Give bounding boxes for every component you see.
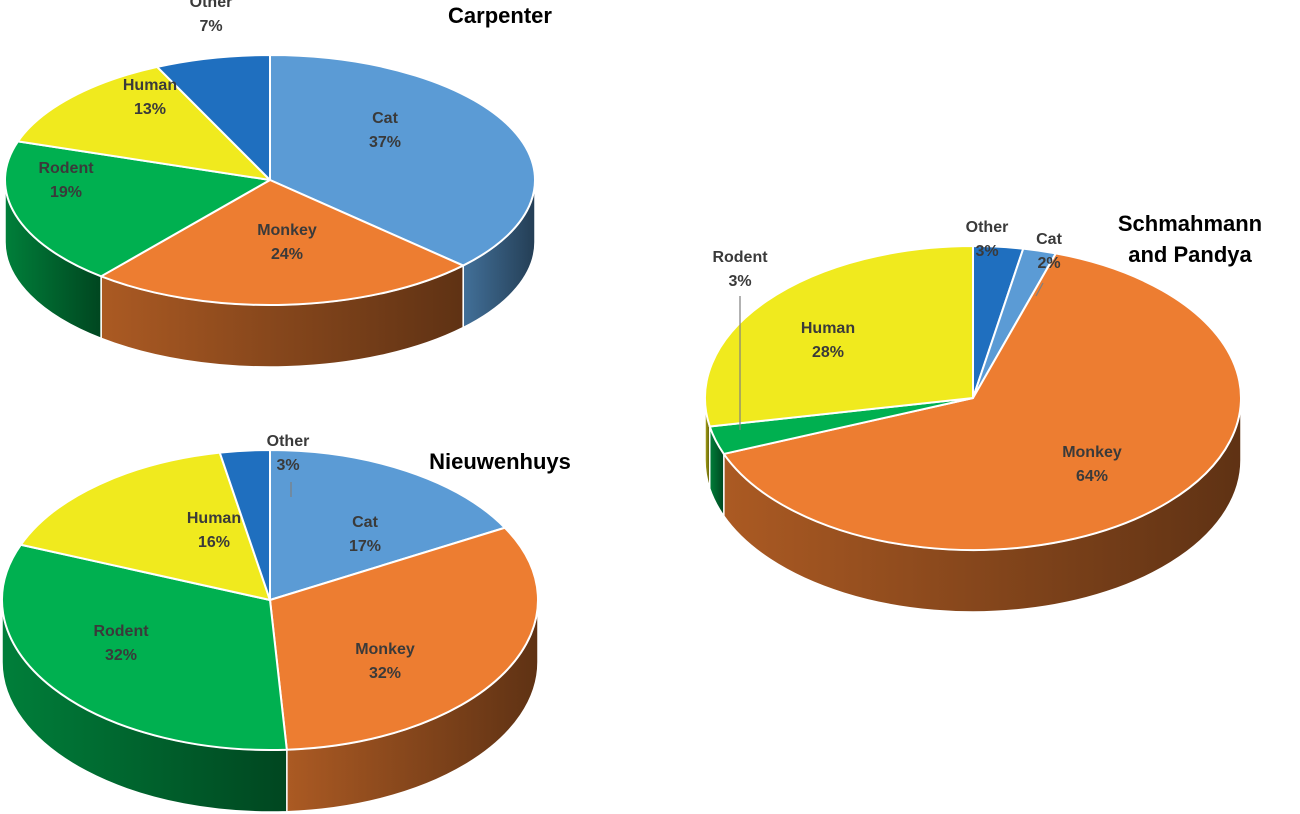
data-label-category: Other xyxy=(190,0,233,11)
schmahmann-pandya-pie-chart: Cat 2% Monkey 64% Rodent 3% Human 28% Other 3% xyxy=(704,219,1242,613)
slice-human xyxy=(16,65,271,181)
data-label-percent: 32% xyxy=(369,665,401,682)
slice-monkey xyxy=(269,526,539,751)
data-label-percent: 13% xyxy=(134,101,166,118)
data-label-percent: 24% xyxy=(271,246,303,263)
data-labels: Cat 17% Monkey 32% Rodent 32% Human 16% Other 3% xyxy=(93,433,414,682)
slice-cat xyxy=(269,54,536,267)
data-label-monkey: Monkey 32% xyxy=(355,641,415,682)
data-label-percent: 28% xyxy=(812,344,844,361)
nieuwenhuys-pie-chart: Cat 17% Monkey 32% Rodent 32% Human 16% Other 3% xyxy=(1,433,539,813)
data-label-rodent: Rodent 19% xyxy=(38,160,94,201)
data-label-other: Other 3% xyxy=(267,433,310,474)
data-label-category: Monkey xyxy=(1062,444,1122,461)
data-label-percent: 3% xyxy=(728,273,751,290)
data-label-rodent: Rodent 32% xyxy=(93,623,149,664)
nieuwenhuys-title: Nieuwenhuys xyxy=(429,449,571,474)
schmahmann-pandya-title-line-2: and Pandya xyxy=(1128,242,1252,267)
data-labels: Cat 2% Monkey 64% Rodent 3% Human 28% Other 3% xyxy=(712,219,1121,485)
data-label-rodent: Rodent 3% xyxy=(712,249,768,290)
data-label-cat: Cat 2% xyxy=(1036,231,1062,272)
data-labels: Cat 37% Monkey 24% Rodent 19% Human 13% Other 7% xyxy=(38,0,401,263)
data-label-human: Human 16% xyxy=(187,510,241,551)
data-label-percent: 3% xyxy=(975,243,998,260)
slice-monkey xyxy=(100,179,465,306)
slice-human xyxy=(19,451,271,601)
pie-slices xyxy=(4,54,536,306)
data-label-category: Rodent xyxy=(712,249,768,266)
schmahmann-pandya-title-line-1: Schmahmann xyxy=(1118,211,1262,236)
slice-other xyxy=(218,449,271,601)
data-label-percent: 64% xyxy=(1076,468,1108,485)
leader-line-cat xyxy=(1035,282,1044,297)
slice-rodent xyxy=(4,140,271,278)
data-label-category: Monkey xyxy=(355,641,415,658)
data-label-percent: 7% xyxy=(199,18,222,35)
data-label-category: Other xyxy=(267,433,310,450)
slice-monkey xyxy=(722,252,1242,551)
pie-slices xyxy=(1,449,539,751)
data-label-human: Human 13% xyxy=(123,77,177,118)
data-label-monkey: Monkey 64% xyxy=(1062,444,1122,485)
data-label-category: Cat xyxy=(352,514,378,531)
data-label-percent: 19% xyxy=(50,184,82,201)
data-label-cat: Cat 17% xyxy=(349,514,381,555)
data-label-percent: 2% xyxy=(1037,255,1060,272)
data-label-category: Human xyxy=(801,320,855,337)
slice-cat xyxy=(269,449,506,601)
data-label-percent: 17% xyxy=(349,538,381,555)
carpenter-pie-chart: Cat 37% Monkey 24% Rodent 19% Human 13% Other 7% xyxy=(4,0,536,368)
data-label-percent: 37% xyxy=(369,134,401,151)
data-label-category: Human xyxy=(123,77,177,94)
data-label-category: Rodent xyxy=(93,623,149,640)
pie-slices xyxy=(704,245,1242,551)
slice-human xyxy=(704,245,974,428)
carpenter-title: Carpenter xyxy=(448,3,552,28)
data-label-monkey: Monkey 24% xyxy=(257,222,317,263)
data-label-other: Other 7% xyxy=(190,0,233,35)
data-label-category: Other xyxy=(966,219,1009,236)
data-label-category: Monkey xyxy=(257,222,317,239)
data-label-category: Human xyxy=(187,510,241,527)
slice-rodent xyxy=(1,543,288,751)
data-label-human: Human 28% xyxy=(801,320,855,361)
slice-other xyxy=(156,54,271,181)
data-label-category: Cat xyxy=(372,110,398,127)
data-label-other: Other 3% xyxy=(966,219,1009,260)
data-label-percent: 3% xyxy=(276,457,299,474)
data-label-percent: 32% xyxy=(105,647,137,664)
data-label-cat: Cat 37% xyxy=(369,110,401,151)
data-label-category: Cat xyxy=(1036,231,1062,248)
data-label-category: Rodent xyxy=(38,160,94,177)
data-label-percent: 16% xyxy=(198,534,230,551)
